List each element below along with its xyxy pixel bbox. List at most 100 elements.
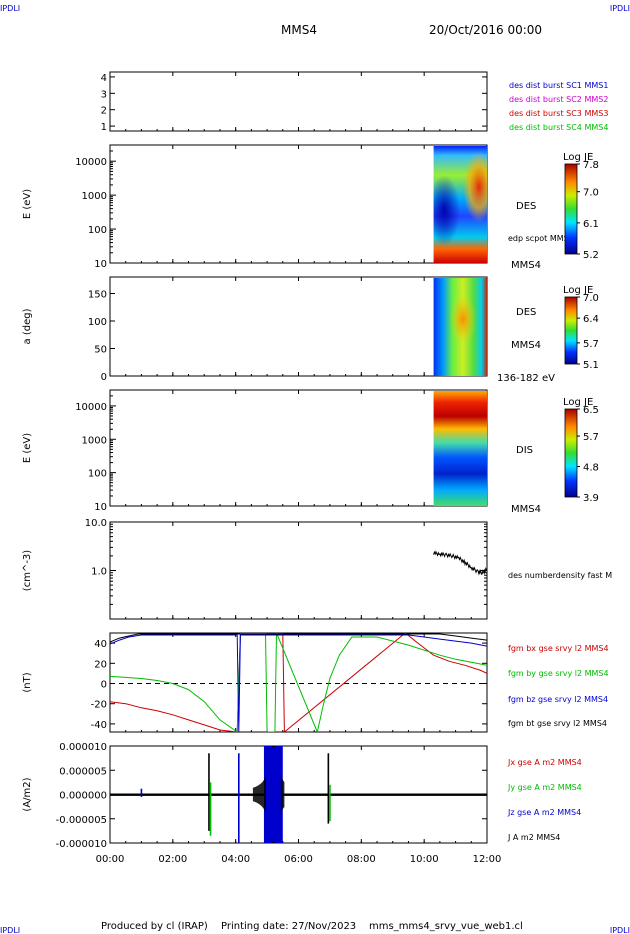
legend-entry: des dist burst SC1 MMS1 (509, 81, 608, 90)
species-label: DIS (516, 445, 533, 456)
series-label: Jz gse A m2 MMS4 (507, 808, 581, 817)
ytick-label: -0.000005 (56, 815, 107, 826)
ytick-label: 0 (101, 680, 107, 691)
ytick-label: 0.000005 (59, 766, 107, 777)
ytick-label: 20 (94, 659, 107, 670)
series-label: J A m2 MMS4 (507, 833, 560, 842)
ytick-label: 1 (101, 122, 107, 133)
colorbar-tick-label: 6.1 (583, 219, 599, 230)
ytick-label: 1000 (82, 435, 107, 446)
sc-label: MMS4 (511, 504, 541, 515)
series-line-density (433, 550, 488, 576)
colorbar-tick-label: 6.4 (583, 314, 599, 325)
ytick-label: -20 (91, 700, 107, 711)
ytick-label: 3 (101, 89, 107, 100)
colorbar-tick-label: 3.9 (583, 493, 599, 504)
ytick-label: 0.000010 (59, 742, 107, 753)
des-energy-panel-frame (109, 144, 488, 264)
ytick-label: 150 (88, 290, 107, 301)
colorbar (564, 296, 578, 365)
ytick-label: 10 (94, 259, 107, 270)
ytick-label: 1000 (82, 191, 107, 202)
colorbar (564, 163, 578, 255)
sc-label: MMS4 (511, 340, 541, 351)
time-tick-label: 00:00 (96, 854, 125, 865)
ytick-label: 40 (94, 639, 107, 650)
density-panel-frame (109, 521, 488, 620)
heatmap-lowspot (433, 146, 487, 263)
time-tick-label: 04:00 (221, 854, 250, 865)
ylabel: (nT) (22, 672, 33, 692)
colorbar-tick-label: 5.1 (583, 360, 599, 371)
series-label: fgm bt gse srvy l2 MMS4 (508, 719, 607, 728)
series-line-bt (110, 633, 487, 643)
ylabel: a (deg) (22, 308, 33, 344)
ytick-label: 2 (101, 106, 107, 117)
ylabel: (A/m2) (22, 777, 33, 811)
ytick-label: 100 (88, 469, 107, 480)
spacecraft-title: MMS4 (281, 23, 317, 37)
ylabel: (cm^-3) (22, 550, 33, 591)
series-label: Jy gse A m2 MMS4 (507, 783, 582, 792)
ytick-label: 10.0 (85, 518, 107, 529)
heatmap-hotspot (433, 278, 487, 376)
burst-core (265, 747, 281, 842)
colorbar-tick-label: 4.8 (583, 463, 599, 474)
colorbar-title: Log JE (563, 397, 593, 408)
legend-entry: des dist burst SC2 MMS2 (509, 95, 608, 104)
colorbar (564, 408, 578, 498)
series-line-by (110, 633, 487, 732)
colorbar-tick-label: 7.0 (583, 293, 599, 304)
species-label: DES (516, 307, 536, 318)
series-line-bz (110, 634, 487, 732)
time-tick-label: 02:00 (158, 854, 187, 865)
series-label: Jx gse A m2 MMS4 (507, 758, 582, 767)
energy-range-label: 136-182 eV (497, 373, 555, 384)
ytick-label: 50 (94, 345, 107, 356)
ytick-label: -0.000010 (56, 839, 107, 850)
footer-produced-by: Produced by cl (IRAP) (101, 921, 208, 932)
coverage-panel-frame (109, 71, 488, 132)
colorbar-tick-label: 5.2 (583, 250, 599, 261)
ytick-label: 10000 (75, 402, 107, 413)
ylabel: E (eV) (22, 189, 33, 219)
footer-printing-date: Printing date: 27/Nov/2023 (221, 921, 356, 932)
corner-label-bottom-right: IPDLI (610, 926, 630, 934)
date-title: 20/Oct/2016 00:00 (429, 23, 542, 37)
ytick-label: 4 (101, 73, 107, 84)
series-label: des numberdensity fast M (508, 571, 612, 580)
footer-filename: mms_mms4_srvy_vue_web1.cl (369, 921, 523, 932)
overlay-label: edp scpot MMS4 (508, 234, 574, 243)
ytick-label: -40 (91, 720, 107, 731)
legend-entry: des dist burst SC4 MMS4 (509, 123, 608, 132)
series-label: fgm bx gse srvy l2 MMS4 (508, 644, 609, 653)
colorbar-tick-label: 6.5 (583, 405, 599, 416)
ytick-label: 10000 (75, 157, 107, 168)
ytick-label: 0 (101, 372, 107, 383)
colorbar-title: Log JE (563, 285, 593, 296)
colorbar-tick-label: 5.7 (583, 339, 599, 350)
ytick-label: 0.000000 (59, 791, 107, 802)
ytick-label: 100 (88, 225, 107, 236)
time-tick-label: 08:00 (347, 854, 376, 865)
time-tick-label: 12:00 (473, 854, 502, 865)
time-tick-label: 10:00 (410, 854, 439, 865)
corner-label-bottom-left: IPDLI (0, 926, 20, 934)
time-tick-label: 06:00 (284, 854, 313, 865)
species-label: DES (516, 201, 536, 212)
colorbar-tick-label: 7.0 (583, 188, 599, 199)
dis-energy-panel-frame (109, 389, 488, 507)
ytick-label: 10 (94, 502, 107, 513)
series-label: fgm bz gse srvy l2 MMS4 (508, 695, 608, 704)
colorbar-title: Log JE (563, 152, 593, 163)
ytick-label: 100 (88, 317, 107, 328)
ylabel: E (eV) (22, 433, 33, 463)
colorbar-tick-label: 7.8 (583, 160, 599, 171)
series-label: fgm by gse srvy l2 MMS4 (508, 669, 609, 678)
legend-entry: des dist burst SC3 MMS3 (509, 109, 608, 118)
colorbar-tick-label: 5.7 (583, 432, 599, 443)
des-pitch-panel-frame (109, 276, 488, 377)
corner-label-top-right: IPDLI (610, 4, 630, 13)
heatmap-block (433, 391, 487, 506)
